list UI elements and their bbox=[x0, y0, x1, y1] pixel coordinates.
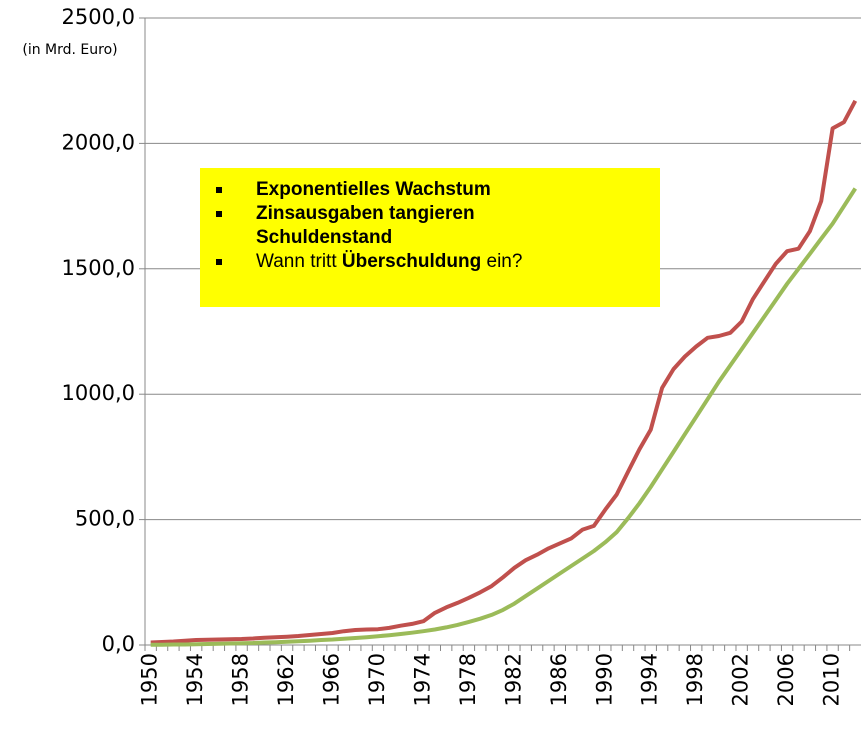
x-tick-label: 1978 bbox=[456, 653, 480, 706]
x-tick-label: 2006 bbox=[774, 653, 798, 706]
data-line bbox=[150, 187, 857, 647]
annotation-item: Zinsausgaben tangieren Schuldenstand bbox=[214, 202, 546, 250]
y-tick-label: 1500,0 bbox=[62, 256, 135, 280]
y-tick-label: 500,0 bbox=[75, 507, 135, 531]
y-tick-label: 2500,0 bbox=[62, 5, 135, 29]
data-line bbox=[150, 99, 858, 645]
annotation-text: Wann tritt bbox=[256, 251, 342, 272]
x-tick-label: 2010 bbox=[820, 653, 844, 706]
y-tick-label: 1000,0 bbox=[62, 381, 135, 405]
annotation-text: ein? bbox=[481, 251, 523, 272]
x-tick-label: 1966 bbox=[320, 653, 344, 706]
annotation-item: Exponentielles Wachstum bbox=[214, 178, 546, 202]
annotation-text: Exponentielles Wachstum bbox=[256, 179, 491, 200]
x-tick-label: 1974 bbox=[410, 653, 434, 706]
y-tick-label: 0,0 bbox=[102, 632, 135, 656]
x-tick-label: 1954 bbox=[183, 653, 207, 706]
x-tick-label: 1986 bbox=[547, 653, 571, 706]
x-tick-label: 1950 bbox=[138, 653, 162, 706]
y-unit-label: (in Mrd. Euro) bbox=[22, 42, 117, 58]
annotation-box: Exponentielles Wachstum Zinsausgaben tang… bbox=[200, 168, 660, 307]
x-tick-label: 1970 bbox=[365, 653, 389, 706]
x-tick-label: 1982 bbox=[501, 653, 525, 706]
x-tick-label: 1998 bbox=[683, 653, 707, 706]
x-tick-label: 1958 bbox=[229, 653, 253, 706]
x-tick-label: 1962 bbox=[274, 653, 298, 706]
x-tick-label: 2002 bbox=[729, 653, 753, 706]
annotation-item: Wann tritt Überschuldung ein? bbox=[214, 250, 656, 274]
x-tick-label: 1990 bbox=[592, 653, 616, 706]
annotation-text: Überschuldung bbox=[341, 251, 482, 272]
y-tick-label: 2000,0 bbox=[62, 130, 135, 154]
annotation-list: Exponentielles Wachstum Zinsausgaben tang… bbox=[214, 178, 660, 274]
x-tick-label: 1994 bbox=[638, 653, 662, 706]
annotation-text: Zinsausgaben tangieren Schuldenstand bbox=[256, 203, 480, 248]
